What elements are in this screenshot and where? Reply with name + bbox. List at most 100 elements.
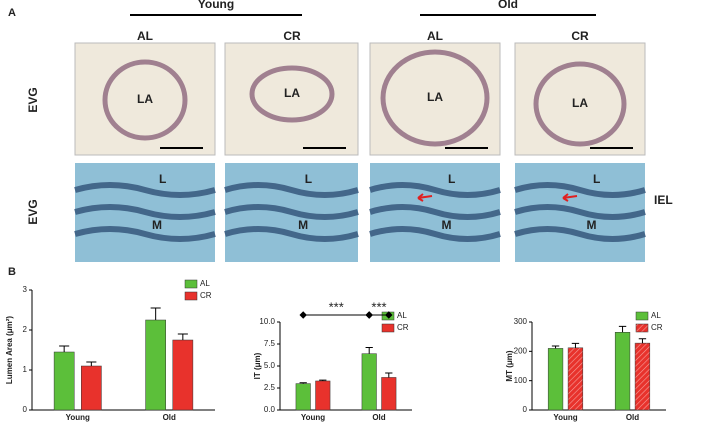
error-bar bbox=[177, 333, 188, 340]
bar bbox=[634, 342, 651, 411]
y-tick-label: 0.0 bbox=[264, 405, 276, 414]
y-tick-label: 0 bbox=[23, 405, 28, 414]
column-label: CR bbox=[571, 29, 589, 43]
y-tick-label: 7.5 bbox=[264, 339, 276, 348]
iel-label: IEL bbox=[654, 193, 673, 207]
y-axis-label: IT (μm) bbox=[253, 352, 262, 379]
tissue-layer bbox=[74, 226, 216, 242]
legend-label: AL bbox=[651, 311, 661, 320]
column-label: AL bbox=[137, 29, 153, 43]
legend-label: CR bbox=[651, 323, 663, 332]
lumen-label: LA bbox=[137, 92, 153, 106]
layer-label: M bbox=[587, 218, 597, 232]
y-tick-label: 10.0 bbox=[259, 317, 275, 326]
layer-label: L bbox=[448, 172, 455, 186]
x-tick-label: Young bbox=[553, 413, 577, 422]
row-label: EVG bbox=[26, 87, 40, 112]
x-tick-label: Old bbox=[163, 413, 176, 422]
y-tick-label: 2.5 bbox=[264, 383, 276, 392]
column-label: CR bbox=[283, 29, 301, 43]
error-bar bbox=[551, 345, 560, 349]
legend-swatch bbox=[184, 279, 198, 289]
tissue-layer bbox=[369, 226, 501, 242]
bar bbox=[547, 348, 564, 411]
bar bbox=[172, 339, 194, 411]
image-top bbox=[224, 42, 359, 156]
column-label: AL bbox=[427, 29, 443, 43]
arrow bbox=[417, 193, 433, 202]
bar bbox=[145, 319, 166, 411]
bar bbox=[295, 383, 311, 411]
y-tick-label: 3 bbox=[23, 285, 28, 294]
arrow bbox=[562, 193, 578, 202]
y-tick-label: 300 bbox=[514, 317, 528, 326]
lumen-label: LA bbox=[284, 86, 300, 100]
layer-label: M bbox=[152, 218, 162, 232]
bar bbox=[53, 351, 75, 411]
error-bar bbox=[150, 307, 161, 320]
x-tick-label: Old bbox=[372, 413, 385, 422]
x-tick-label: Young bbox=[301, 413, 325, 422]
legend-label: CR bbox=[200, 291, 212, 300]
bar bbox=[81, 365, 102, 411]
vessel-ring bbox=[102, 59, 188, 141]
panel-label: A bbox=[8, 7, 16, 19]
bar bbox=[381, 377, 397, 411]
error-bar bbox=[319, 379, 327, 381]
row-label: EVG bbox=[26, 199, 40, 224]
tissue-layer bbox=[224, 204, 359, 220]
error-bar bbox=[86, 361, 97, 366]
image-top bbox=[369, 42, 501, 156]
error-bar bbox=[385, 372, 393, 378]
tissue-layer bbox=[514, 204, 646, 220]
significance-bracket bbox=[365, 311, 393, 319]
layer-label: L bbox=[593, 172, 600, 186]
group-label: Young bbox=[198, 0, 234, 11]
vessel-ring bbox=[533, 61, 627, 147]
error-bar bbox=[638, 338, 647, 344]
tissue-layer bbox=[369, 182, 501, 198]
legend-swatch bbox=[184, 291, 198, 301]
legend-swatch bbox=[635, 323, 649, 333]
y-tick-label: 5.0 bbox=[264, 361, 276, 370]
tissue-layer bbox=[224, 226, 359, 242]
y-axis-label: Lumen Area (μm²) bbox=[5, 316, 14, 384]
layer-label: L bbox=[159, 172, 166, 186]
error-bar bbox=[618, 325, 627, 333]
significance-label: *** bbox=[329, 299, 344, 314]
tissue-layer bbox=[514, 226, 646, 242]
bar bbox=[361, 353, 377, 411]
legend-label: AL bbox=[397, 311, 407, 320]
y-tick-label: 100 bbox=[514, 376, 528, 385]
x-tick-label: Young bbox=[66, 413, 90, 422]
significance-label: *** bbox=[371, 299, 386, 314]
bar bbox=[315, 380, 331, 411]
y-tick-label: 0 bbox=[523, 405, 528, 414]
group-label: Old bbox=[498, 0, 518, 11]
legend-swatch bbox=[635, 311, 649, 321]
lumen-label: LA bbox=[572, 96, 588, 110]
y-tick-label: 2 bbox=[23, 325, 28, 334]
tissue-layer bbox=[74, 204, 216, 220]
legend-label: AL bbox=[200, 279, 210, 288]
y-axis-label: MT (μm) bbox=[505, 350, 514, 381]
bar bbox=[614, 332, 631, 411]
tissue-layer bbox=[74, 182, 216, 198]
panel-label: B bbox=[8, 266, 16, 278]
x-tick-label: Old bbox=[626, 413, 639, 422]
y-tick-label: 200 bbox=[514, 346, 528, 355]
layer-label: M bbox=[298, 218, 308, 232]
tissue-layer bbox=[514, 182, 646, 198]
vessel-ring bbox=[249, 65, 335, 123]
layer-label: L bbox=[305, 172, 312, 186]
micrographs: LA L M LA L M LA L M LA L M bbox=[74, 42, 646, 262]
layer-label: M bbox=[442, 218, 452, 232]
error-bar bbox=[299, 382, 307, 384]
y-tick-label: 1 bbox=[23, 365, 28, 374]
legend-label: CR bbox=[397, 323, 409, 332]
error-bar bbox=[59, 345, 70, 352]
vessel-ring bbox=[380, 49, 490, 147]
legend-swatch bbox=[381, 323, 395, 333]
lumen-label: LA bbox=[427, 90, 443, 104]
